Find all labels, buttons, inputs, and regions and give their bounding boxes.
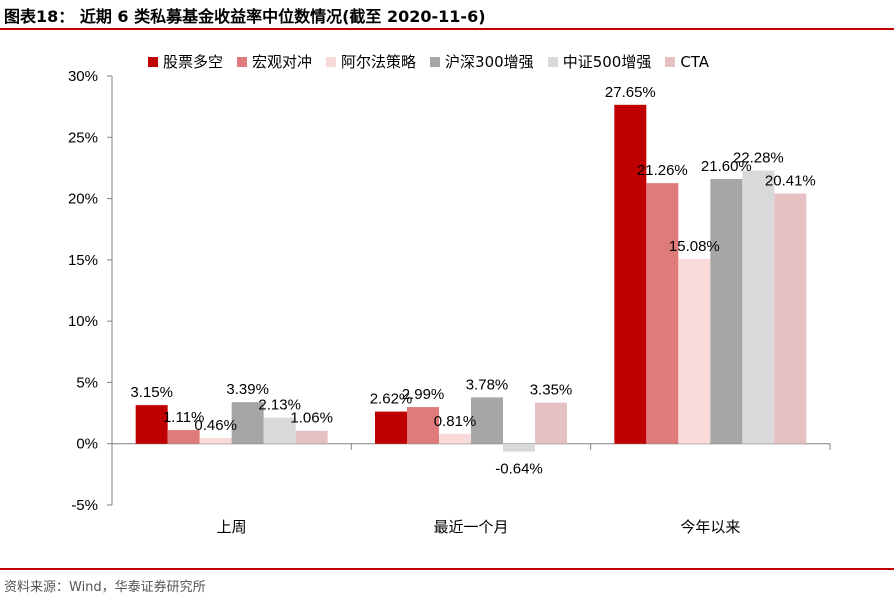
- legend-item: CTA: [665, 53, 709, 71]
- legend-swatch: [430, 56, 441, 67]
- bar-4-1: [231, 402, 264, 444]
- y-tick-label: 5%: [76, 374, 98, 391]
- data-label: 0.46%: [194, 417, 237, 434]
- y-tick-label: 10%: [68, 313, 98, 330]
- legend-item: 沪深300增强: [430, 51, 534, 72]
- bar-chart: 30% 25% 20% 15% 10% 5% 0% -5% 上周 最近一个月 今年以来 3.15% 2.…: [68, 68, 831, 536]
- bar-6-1: [295, 430, 328, 444]
- x-category-label: 上周: [217, 518, 247, 536]
- data-label: 21.60%: [701, 158, 752, 175]
- bar-1-2: [375, 411, 407, 444]
- legend-item: 宏观对冲: [237, 51, 312, 72]
- x-category-label: 最近一个月: [433, 518, 508, 536]
- data-label: 1.06%: [290, 410, 333, 427]
- bar-5-3: [742, 170, 775, 444]
- legend-item: 阿尔法策略: [326, 51, 416, 72]
- data-label: 2.62%: [370, 391, 413, 408]
- data-label: 27.65%: [605, 84, 656, 101]
- legend-swatch: [665, 56, 676, 67]
- legend-label: 阿尔法策略: [341, 53, 417, 71]
- bar-5-2: [503, 443, 535, 452]
- y-tick-label: 15%: [68, 252, 98, 269]
- y-tick-label: -5%: [71, 497, 98, 514]
- legend-item: 中证500增强: [547, 51, 652, 72]
- legend-label: 中证500增强: [562, 53, 652, 71]
- bar-5-1: [263, 417, 296, 444]
- y-tick-label: 25%: [68, 129, 98, 146]
- bar-4-3: [710, 178, 743, 444]
- y-tick-label: 0%: [76, 436, 98, 453]
- data-label: 22.28%: [733, 150, 784, 167]
- bar-6-2: [535, 402, 567, 444]
- legend-swatch: [148, 56, 158, 67]
- bar-3-3: [678, 258, 711, 444]
- data-label: 3.78%: [466, 376, 509, 393]
- x-category-label: 今年以来: [680, 518, 740, 536]
- legend-label: 沪深300增强: [445, 53, 534, 71]
- legend-item: 股票多空: [148, 51, 223, 72]
- data-label: 0.81%: [434, 413, 477, 430]
- legend-swatch: [326, 56, 337, 67]
- data-label: 3.39%: [226, 381, 269, 398]
- source-note: 资料来源：Wind，华泰证券研究所: [4, 580, 206, 595]
- data-label: 21.26%: [637, 162, 688, 179]
- bar-1-1: [135, 405, 168, 444]
- title-bar: 图表18： 近期 6 类私募基金收益率中位数情况(截至 2020-11-6): [0, 0, 894, 30]
- y-tick-label: 20%: [68, 191, 98, 208]
- data-label: 3.15%: [130, 384, 173, 401]
- data-label: 15.08%: [669, 238, 720, 255]
- data-label: 2.99%: [402, 386, 445, 403]
- data-label: 1.11%: [163, 409, 204, 426]
- bar-3-1: [199, 438, 232, 444]
- y-tick-label: 30%: [68, 68, 98, 85]
- bar-2-2: [407, 407, 439, 444]
- bar-1-3: [614, 104, 647, 444]
- legend-swatch: [547, 56, 558, 67]
- bar-4-2: [471, 397, 503, 444]
- legend-label: 股票多空: [163, 53, 224, 71]
- data-label: 2.13%: [258, 397, 301, 414]
- bar-6-3: [774, 193, 807, 444]
- bar-2-1: [167, 430, 200, 444]
- title-divider: [0, 28, 894, 30]
- data-label: 3.35%: [530, 382, 573, 399]
- legend-label: 宏观对冲: [252, 53, 313, 71]
- footer-divider: [0, 568, 894, 570]
- legend-swatch: [237, 56, 248, 67]
- legend-label: CTA: [680, 52, 710, 71]
- data-label: 20.41%: [765, 173, 816, 190]
- chart-legend: 股票多空 宏观对冲 阿尔法策略 沪深300增强 中证500增强 CTA: [148, 51, 723, 72]
- bar-3-2: [439, 433, 471, 444]
- data-label: -0.64%: [495, 461, 543, 478]
- bar-2-3: [646, 183, 679, 444]
- figure-title: 图表18： 近期 6 类私募基金收益率中位数情况(截至 2020-11-6): [4, 7, 486, 26]
